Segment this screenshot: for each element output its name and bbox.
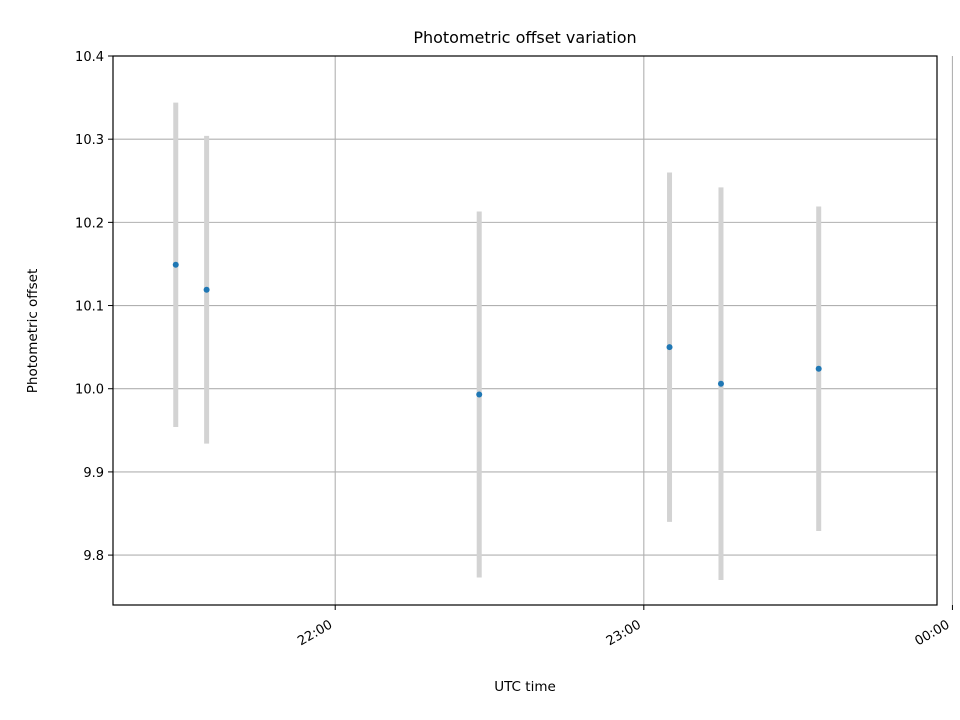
y-tick-label: 10.4 xyxy=(75,50,104,65)
data-point xyxy=(717,380,724,387)
y-tick-label: 10.2 xyxy=(75,216,104,231)
data-point xyxy=(815,365,822,372)
data-point xyxy=(666,344,673,351)
y-tick-label: 9.8 xyxy=(83,549,104,564)
y-tick-label: 10.1 xyxy=(75,300,104,315)
plot-frame xyxy=(112,55,938,606)
y-axis-ticks: 9.8 9.9 10.0 10.1 10.2 10.3 10.4 xyxy=(75,50,113,564)
data-point xyxy=(172,261,179,268)
data-point xyxy=(476,391,483,398)
y-tick-label: 10.0 xyxy=(75,383,104,398)
y-tick-label: 10.3 xyxy=(75,133,104,148)
y-axis-label: Photometric offset xyxy=(25,269,41,393)
data-points xyxy=(172,261,822,398)
x-axis-label: UTC time xyxy=(494,679,556,695)
y-tick-label: 9.9 xyxy=(83,466,104,481)
chart-title: Photometric offset variation xyxy=(413,28,636,47)
data-point xyxy=(203,286,210,293)
